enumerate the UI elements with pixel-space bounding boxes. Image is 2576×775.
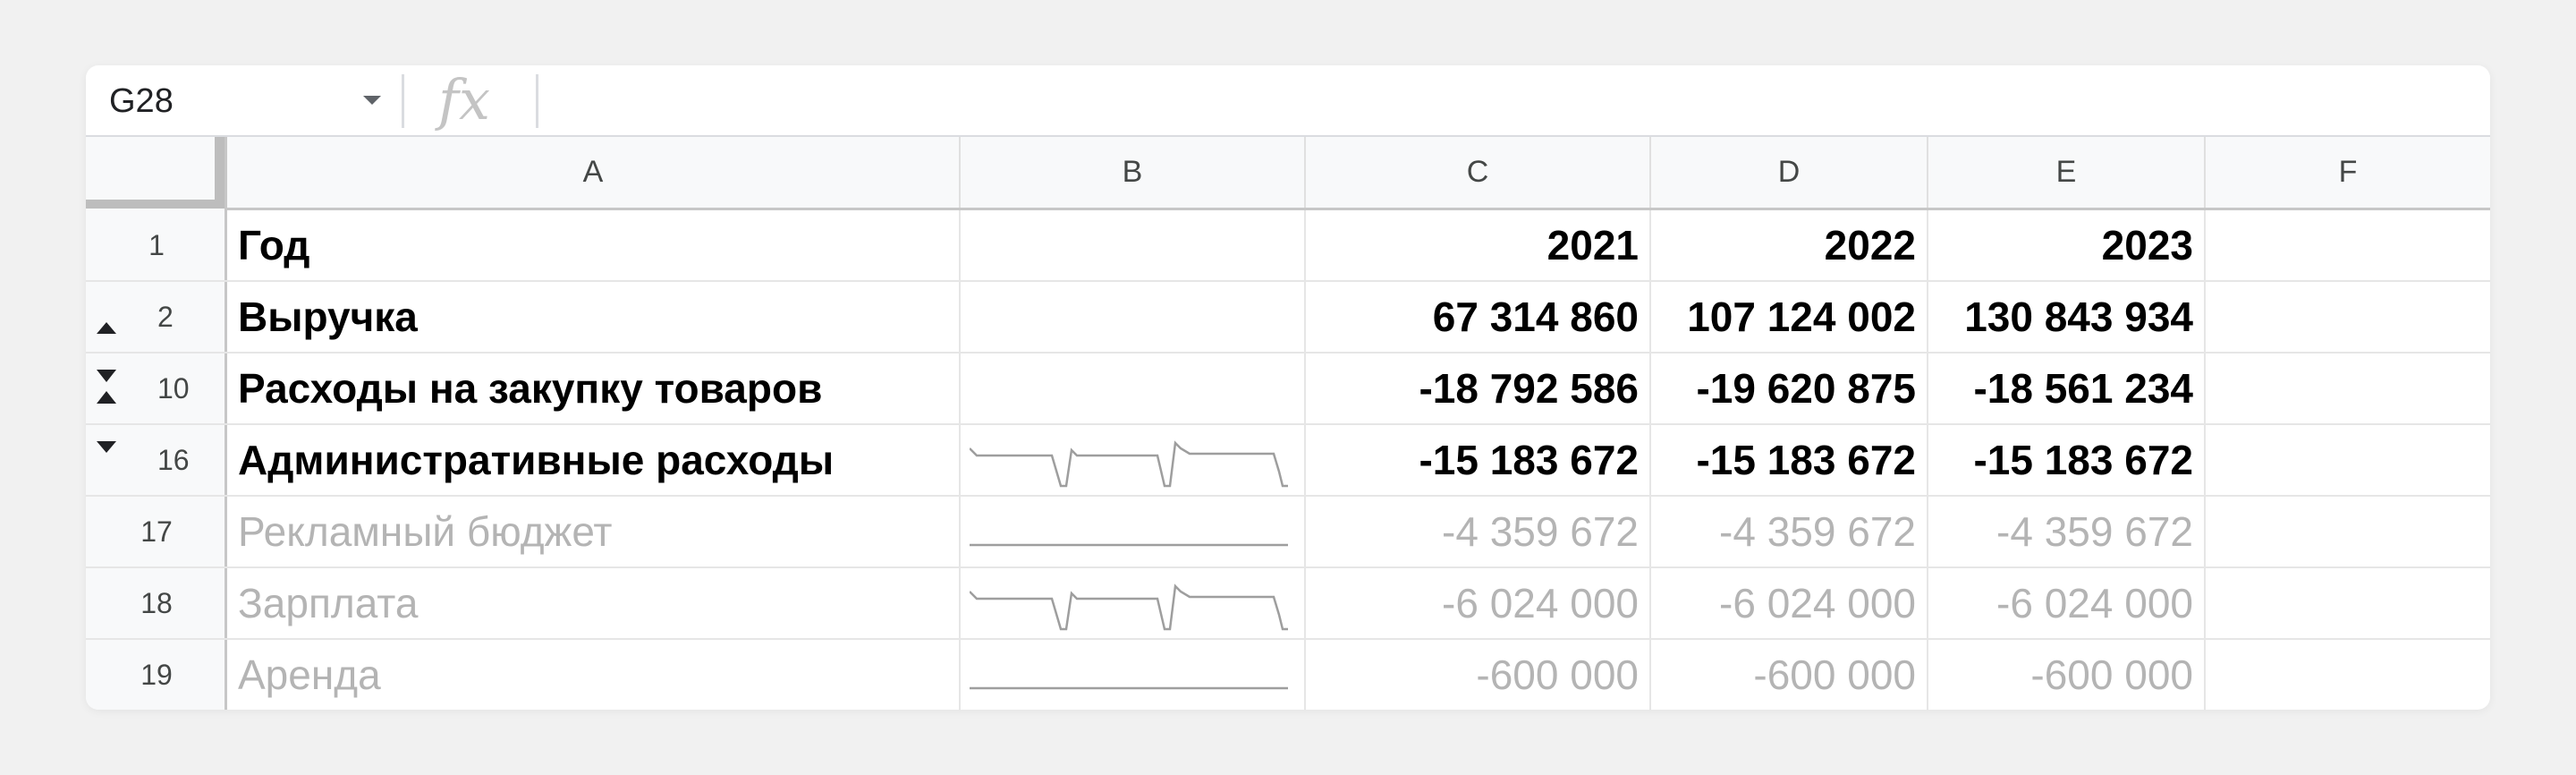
cell-row-label[interactable]: Расходы на закупку товаров [227, 353, 961, 423]
cell-value[interactable]: -6 024 000 [1928, 568, 2206, 638]
row-header[interactable]: 18 [86, 568, 227, 638]
sparkline-chart [970, 686, 1288, 690]
cell-value[interactable]: -4 359 672 [1651, 497, 1928, 566]
cell-row-label[interactable]: Выручка [227, 282, 961, 352]
cell-value[interactable]: -15 183 672 [1651, 425, 1928, 495]
table-row: 16 Административные расходы -15 183 672 -15… [86, 425, 2490, 497]
cell-empty[interactable] [2206, 353, 2490, 423]
row-number: 1 [148, 229, 165, 261]
cell-value[interactable]: 130 843 934 [1928, 282, 2206, 352]
name-box[interactable]: G28 [109, 82, 174, 120]
row-number: 19 [140, 659, 173, 691]
row-number: 16 [157, 444, 190, 476]
cell-row-label[interactable]: Год [227, 210, 961, 280]
expand-group-icon[interactable] [97, 322, 116, 334]
collapse-group-icon[interactable] [97, 370, 116, 409]
cell-value[interactable]: 2021 [1306, 210, 1651, 280]
table-row: 17 Рекламный бюджет -4 359 672 -4 359 672 -4… [86, 497, 2490, 568]
sparkline-chart [970, 440, 1288, 488]
cell-row-label[interactable]: Рекламный бюджет [227, 497, 961, 566]
cell-empty[interactable] [2206, 640, 2490, 710]
cell-value[interactable]: -18 561 234 [1928, 353, 2206, 423]
column-header-f[interactable]: F [2338, 155, 2358, 189]
expand-group-icon[interactable] [97, 441, 116, 453]
cell-value[interactable]: 67 314 860 [1306, 282, 1651, 352]
cell-value[interactable]: -15 183 672 [1928, 425, 2206, 495]
formula-input[interactable] [551, 80, 2433, 124]
freeze-row-handle[interactable] [86, 200, 225, 209]
cell-empty[interactable] [2206, 282, 2490, 352]
cell-empty[interactable] [2206, 425, 2490, 495]
cell-value[interactable]: -6 024 000 [1651, 568, 1928, 638]
sparkline-pulse [970, 440, 1288, 488]
row-header[interactable]: 2 [86, 282, 227, 352]
table-row: 10 Расходы на закупку товаров -18 792 586-… [86, 353, 2490, 425]
cell-value[interactable]: 107 124 002 [1651, 282, 1928, 352]
cell-sparkline[interactable] [961, 425, 1306, 495]
cell-value[interactable]: 2023 [1928, 210, 2206, 280]
row-header[interactable]: 17 [86, 497, 227, 566]
sparkline-pulse [970, 583, 1288, 631]
row-number: 18 [140, 587, 173, 619]
row-header[interactable]: 19 [86, 640, 227, 710]
cell-value[interactable]: -15 183 672 [1306, 425, 1651, 495]
cell-row-label[interactable]: Административные расходы [227, 425, 961, 495]
table-row: 19 Аренда -600 000 -600 000 -600 000 [86, 640, 2490, 710]
freeze-column-handle[interactable] [215, 137, 225, 206]
cell-value[interactable]: -4 359 672 [1928, 497, 2206, 566]
select-all-corner[interactable] [86, 137, 227, 210]
column-header-c[interactable]: C [1306, 137, 1651, 208]
cell-value[interactable]: -600 000 [1651, 640, 1928, 710]
table-row: 2 Выручка 67 314 860 107 124 002 130 843 934 [86, 282, 2490, 353]
cell-value[interactable]: -6 024 000 [1306, 568, 1651, 638]
cell-sparkline[interactable] [961, 640, 1306, 710]
row-number: 10 [157, 372, 190, 405]
cell-value[interactable]: -600 000 [1928, 640, 2206, 710]
column-header-d[interactable]: D [1651, 137, 1928, 208]
column-header-e[interactable]: E [1928, 137, 2206, 208]
cell-empty[interactable] [2206, 210, 2490, 280]
cell-empty[interactable] [2206, 568, 2490, 638]
spreadsheet-window: G28 fx A B C D E F 1 Год 2021 2022 2023 2 Выру… [86, 65, 2490, 710]
row-header[interactable]: 10 [86, 353, 227, 423]
cell-empty[interactable] [2206, 497, 2490, 566]
cell-value[interactable]: 2022 [1651, 210, 1928, 280]
table-row: 1 Год 2021 2022 2023 [86, 210, 2490, 282]
cell-sparkline[interactable] [961, 353, 1306, 423]
formula-bar: G28 fx [86, 65, 2490, 137]
fx-icon: fx [438, 67, 490, 132]
chevron-down-icon[interactable] [363, 96, 381, 105]
cell-value[interactable]: -19 620 875 [1651, 353, 1928, 423]
cell-sparkline[interactable] [961, 497, 1306, 566]
formula-bar-divider [536, 74, 538, 128]
table-row: 18 Зарплата -6 024 000 -6 024 000 -6 024 000 [86, 568, 2490, 640]
sheet-grid: A B C D E F 1 Год 2021 2022 2023 2 Выручка 67 3… [86, 137, 2490, 710]
cell-sparkline[interactable] [961, 282, 1306, 352]
cell-sparkline[interactable] [961, 210, 1306, 280]
cell-value[interactable]: -4 359 672 [1306, 497, 1651, 566]
row-header[interactable]: 16 [86, 425, 227, 495]
sparkline-chart [970, 543, 1288, 547]
cell-row-label[interactable]: Зарплата [227, 568, 961, 638]
cell-value[interactable]: -18 792 586 [1306, 353, 1651, 423]
column-header-a[interactable]: A [227, 137, 961, 208]
sparkline-chart [970, 583, 1288, 631]
formula-bar-divider [402, 74, 404, 128]
column-header-b[interactable]: B [961, 137, 1306, 208]
row-number: 17 [140, 515, 173, 548]
cell-row-label[interactable]: Аренда [227, 640, 961, 710]
cell-sparkline[interactable] [961, 568, 1306, 638]
row-header[interactable]: 1 [86, 210, 227, 280]
cell-value[interactable]: -600 000 [1306, 640, 1651, 710]
row-number: 2 [157, 301, 174, 333]
column-header-row: A B C D E F [86, 137, 2490, 210]
